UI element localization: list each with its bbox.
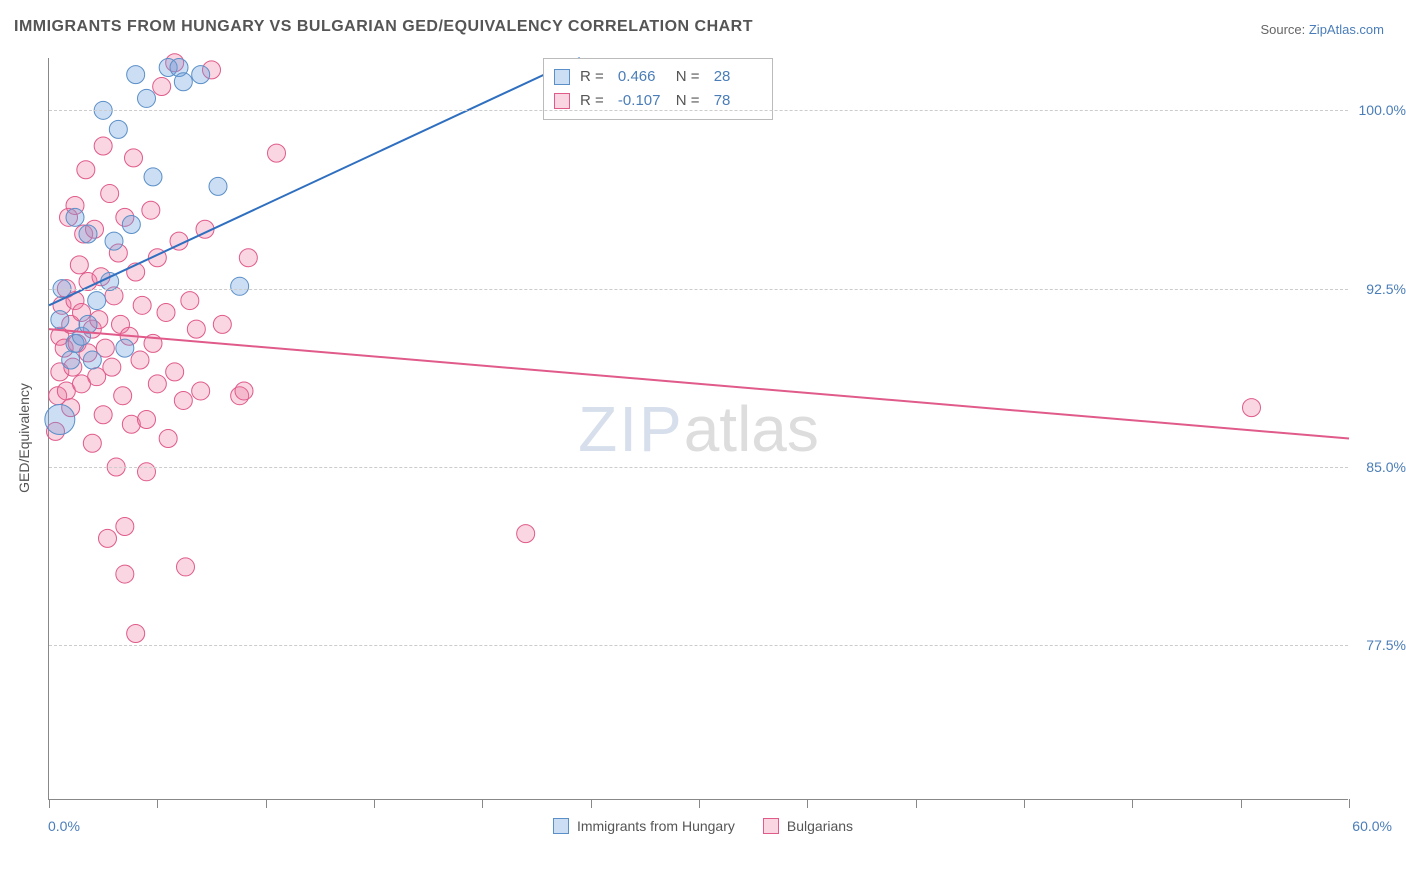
scatter-point xyxy=(187,320,205,338)
scatter-point xyxy=(127,66,145,84)
y-tick-label: 92.5% xyxy=(1366,281,1406,297)
scatter-point xyxy=(83,434,101,452)
x-tick xyxy=(157,799,158,808)
scatter-point xyxy=(177,558,195,576)
scatter-point xyxy=(109,120,127,138)
scatter-point xyxy=(62,351,80,369)
scatter-point xyxy=(70,256,88,274)
gridline xyxy=(49,110,1348,111)
scatter-point xyxy=(114,387,132,405)
y-tick-label: 85.0% xyxy=(1366,459,1406,475)
y-tick-label: 100.0% xyxy=(1359,102,1406,118)
scatter-point xyxy=(127,625,145,643)
legend-swatch xyxy=(553,818,569,834)
n-value: 28 xyxy=(710,65,762,89)
x-tick xyxy=(591,799,592,808)
scatter-point xyxy=(181,292,199,310)
scatter-point xyxy=(79,225,97,243)
scatter-point xyxy=(116,518,134,536)
scatter-point xyxy=(192,382,210,400)
gridline xyxy=(49,289,1348,290)
scatter-point xyxy=(103,358,121,376)
legend-swatch xyxy=(554,69,570,85)
scatter-point xyxy=(148,375,166,393)
scatter-point xyxy=(192,66,210,84)
source-link[interactable]: ZipAtlas.com xyxy=(1309,22,1384,37)
x-tick xyxy=(374,799,375,808)
scatter-point xyxy=(174,391,192,409)
x-tick xyxy=(1241,799,1242,808)
scatter-point xyxy=(138,89,156,107)
gridline xyxy=(49,645,1348,646)
bottom-legend: Immigrants from Hungary Bulgarians xyxy=(0,818,1406,837)
scatter-point xyxy=(138,410,156,428)
scatter-point xyxy=(231,277,249,295)
scatter-point xyxy=(1243,399,1261,417)
scatter-point xyxy=(133,296,151,314)
scatter-point xyxy=(157,303,175,321)
scatter-point xyxy=(77,161,95,179)
scatter-point xyxy=(105,232,123,250)
source-attribution: Source: ZipAtlas.com xyxy=(1260,22,1384,37)
n-label: N = xyxy=(676,65,700,89)
x-tick xyxy=(49,799,50,808)
correlation-row: R = 0.466 N = 28 xyxy=(554,65,762,89)
x-tick xyxy=(1349,799,1350,808)
scatter-point xyxy=(131,351,149,369)
scatter-point xyxy=(153,78,171,96)
x-tick xyxy=(482,799,483,808)
scatter-point xyxy=(101,185,119,203)
scatter-point xyxy=(83,351,101,369)
scatter-point xyxy=(235,382,253,400)
scatter-point xyxy=(79,315,97,333)
x-tick xyxy=(266,799,267,808)
scatter-point xyxy=(45,404,75,434)
scatter-point xyxy=(125,149,143,167)
legend-label: Immigrants from Hungary xyxy=(577,818,735,834)
plot-area: ZIPatlas R = 0.466N = 28R = -0.107N = 78… xyxy=(48,58,1348,800)
legend-swatch xyxy=(554,93,570,109)
legend-item: Immigrants from Hungary xyxy=(553,818,735,834)
scatter-point xyxy=(138,463,156,481)
r-value: 0.466 xyxy=(614,65,666,89)
scatter-point xyxy=(166,363,184,381)
scatter-point xyxy=(116,339,134,357)
scatter-point xyxy=(94,137,112,155)
scatter-point xyxy=(174,73,192,91)
scatter-point xyxy=(144,168,162,186)
x-tick xyxy=(1024,799,1025,808)
scatter-point xyxy=(239,249,257,267)
x-tick xyxy=(699,799,700,808)
scatter-point xyxy=(142,201,160,219)
scatter-point xyxy=(51,311,69,329)
legend-label: Bulgarians xyxy=(787,818,853,834)
legend-swatch xyxy=(763,818,779,834)
chart-title: IMMIGRANTS FROM HUNGARY VS BULGARIAN GED… xyxy=(14,18,753,36)
x-tick xyxy=(807,799,808,808)
scatter-point xyxy=(268,144,286,162)
r-label: R = xyxy=(580,65,604,89)
x-tick xyxy=(916,799,917,808)
scatter-point xyxy=(94,406,112,424)
legend-item: Bulgarians xyxy=(763,818,853,834)
gridline xyxy=(49,467,1348,468)
scatter-point xyxy=(116,565,134,583)
plot-svg xyxy=(49,58,1348,799)
trend-line xyxy=(49,58,580,305)
scatter-point xyxy=(88,292,106,310)
scatter-point xyxy=(99,529,117,547)
scatter-point xyxy=(213,315,231,333)
y-tick-label: 77.5% xyxy=(1366,637,1406,653)
scatter-point xyxy=(159,430,177,448)
scatter-point xyxy=(209,177,227,195)
y-axis-title: GED/Equivalency xyxy=(16,383,32,493)
scatter-point xyxy=(517,525,535,543)
source-label: Source: xyxy=(1260,22,1308,37)
scatter-point xyxy=(122,215,140,233)
scatter-point xyxy=(66,208,84,226)
x-tick xyxy=(1132,799,1133,808)
